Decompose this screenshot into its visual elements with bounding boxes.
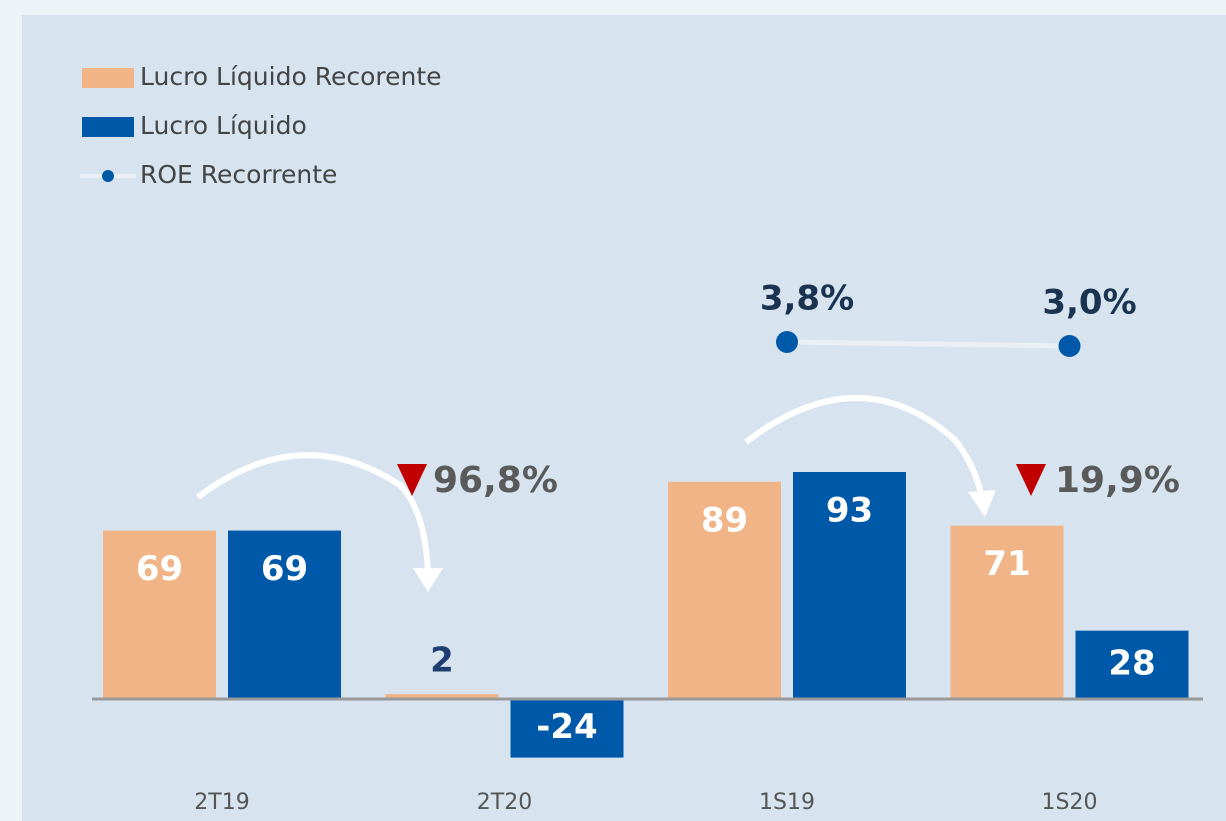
- arrow-head: [968, 490, 996, 517]
- data-label: 89: [701, 500, 748, 540]
- x-tick-label: 1S20: [1042, 790, 1098, 815]
- data-label: 71: [983, 544, 1030, 584]
- arrows: [196, 395, 985, 573]
- x-tick-label: 2T19: [194, 790, 249, 815]
- arrow-head: [413, 568, 443, 592]
- x-tick-label: 2T20: [477, 790, 532, 815]
- arrow: [196, 452, 431, 573]
- legend-marker: [102, 170, 114, 182]
- bar: [668, 481, 781, 699]
- roe-label: 3,0%: [1042, 283, 1136, 323]
- down-triangle: [397, 464, 427, 496]
- bar: [510, 699, 624, 758]
- bar: [793, 472, 906, 699]
- data-label: 28: [1108, 643, 1155, 683]
- legend-swatch: [82, 68, 134, 88]
- legend-label: Lucro Líquido: [140, 111, 307, 140]
- bar: [385, 694, 499, 699]
- annotation: 96,8%: [433, 460, 558, 501]
- data-label: 2: [430, 641, 454, 681]
- bar: [1075, 630, 1189, 699]
- roe-marker: [1058, 335, 1081, 357]
- data-label: 69: [261, 549, 308, 589]
- legend-label: Lucro Líquido Recorente: [140, 62, 442, 91]
- down-triangle: [1016, 464, 1046, 496]
- x-tick-label: 1S19: [759, 790, 815, 815]
- bar: [228, 530, 341, 699]
- legend-label: ROE Recorrente: [140, 160, 337, 189]
- arrow: [744, 395, 985, 499]
- roe-line: [786, 339, 1070, 349]
- data-label: 93: [826, 491, 873, 531]
- annotation: 19,9%: [1055, 460, 1180, 501]
- data-label: -24: [536, 707, 597, 747]
- roe-label: 3,8%: [760, 279, 854, 319]
- roe-marker: [776, 331, 798, 353]
- data-label: 69: [136, 549, 183, 589]
- legend-swatch: [82, 117, 134, 137]
- bar: [103, 530, 216, 699]
- bar: [950, 525, 1064, 699]
